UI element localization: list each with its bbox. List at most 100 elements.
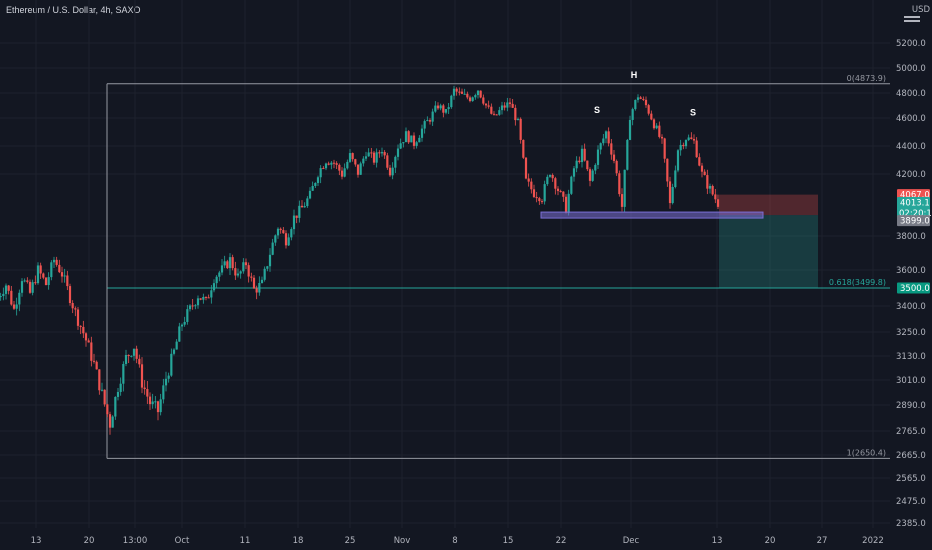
candle — [188, 305, 192, 310]
candle — [538, 198, 541, 202]
candle — [564, 196, 568, 213]
candle — [674, 170, 677, 187]
time-label: 13 — [712, 536, 723, 546]
candle — [642, 98, 645, 100]
candle — [84, 333, 88, 341]
price-label: 3400.0 — [896, 302, 926, 312]
candle — [415, 142, 418, 146]
candle — [514, 107, 517, 121]
candle — [172, 349, 176, 354]
candle — [26, 280, 29, 282]
candle — [631, 109, 634, 120]
price-label: 4800.0 — [896, 89, 926, 99]
candle — [228, 257, 232, 269]
candle — [68, 286, 72, 303]
candle — [287, 237, 290, 246]
price-label: 4200.0 — [896, 170, 926, 180]
candle — [471, 97, 474, 102]
candle — [380, 152, 384, 154]
candle — [298, 205, 301, 218]
position-zones — [719, 194, 818, 288]
candle — [258, 283, 261, 293]
candle — [354, 159, 357, 165]
candle — [180, 324, 184, 327]
candle — [492, 113, 496, 115]
candle — [338, 164, 341, 171]
candle — [260, 279, 264, 284]
candle — [194, 305, 197, 307]
candle — [610, 143, 613, 155]
candle — [535, 196, 538, 199]
price-label: 4400.0 — [896, 142, 926, 152]
candle — [636, 97, 640, 100]
price-label: 5000.0 — [896, 64, 926, 74]
time-label: Dec — [623, 536, 640, 546]
candle — [207, 297, 210, 299]
price-tag — [897, 196, 930, 219]
candle — [546, 176, 549, 185]
time-axis[interactable]: 13 20 13:00 Oct 11 18 25 Nov 8 15 22 Dec 13 20 27 2022 — [0, 528, 932, 550]
candle — [196, 298, 200, 306]
candle — [463, 93, 466, 95]
candle — [0, 296, 2, 298]
candle — [292, 215, 296, 230]
candle — [620, 194, 624, 207]
time-label: Nov — [394, 536, 411, 546]
candle — [468, 97, 472, 102]
candle — [551, 174, 554, 179]
candle — [87, 340, 90, 343]
candle — [266, 266, 269, 269]
candle — [132, 348, 136, 356]
candle — [220, 265, 224, 273]
candle — [540, 201, 544, 203]
candle — [498, 110, 501, 115]
candle — [599, 143, 602, 150]
candle — [348, 153, 352, 162]
candle — [716, 199, 720, 207]
price-label: 2475.0 — [896, 497, 926, 507]
candle — [428, 120, 432, 122]
time-axis-bg — [0, 528, 932, 550]
candle — [343, 168, 346, 177]
candle — [407, 131, 410, 143]
candle — [271, 242, 274, 255]
candle — [327, 163, 330, 165]
candle — [42, 273, 45, 278]
candle — [250, 276, 253, 278]
candle — [554, 178, 557, 189]
time-label: 22 — [556, 536, 567, 546]
candle — [322, 168, 325, 170]
candle — [455, 88, 458, 92]
price-label: 3130.0 — [896, 352, 926, 362]
price-label: 5200.0 — [896, 39, 926, 49]
candle — [663, 138, 666, 159]
candle — [95, 361, 98, 370]
candle — [519, 118, 522, 140]
candle — [50, 262, 53, 278]
candle — [618, 173, 621, 195]
settings-icon — [904, 16, 920, 18]
candle — [658, 125, 661, 137]
candle — [447, 107, 450, 110]
candle — [596, 149, 600, 165]
time-label: Oct — [175, 536, 190, 546]
candle — [532, 189, 536, 197]
time-label: 8 — [452, 536, 457, 546]
candle — [90, 342, 93, 361]
price-axis[interactable]: USD 5200.0 5000.0 4800.0 4600.0 4400.0 4200.0 3… — [890, 0, 932, 550]
candle — [708, 185, 712, 189]
time-label: 13:00 — [123, 536, 148, 546]
candle — [319, 168, 322, 178]
candle — [31, 282, 34, 293]
candle — [162, 385, 165, 400]
candle — [202, 296, 205, 300]
candle — [367, 152, 370, 157]
price-label: 2765.0 — [896, 427, 926, 437]
candle — [103, 389, 106, 405]
price-label: 2565.0 — [896, 474, 926, 484]
price-label: 4600.0 — [896, 114, 926, 124]
price-label: 3600.0 — [896, 266, 926, 276]
candle — [263, 268, 266, 280]
candle — [412, 135, 416, 146]
